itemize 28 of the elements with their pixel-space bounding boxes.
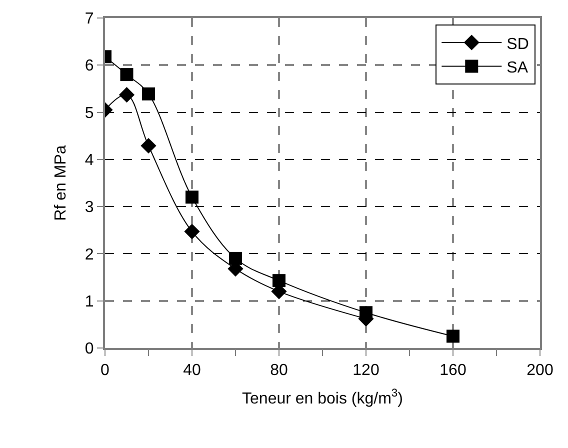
y-tick-label: 5 [84,104,94,122]
legend-label: SA [506,60,528,77]
point [186,190,198,204]
point [229,252,242,265]
y-tick-label: 1 [84,293,94,310]
y-tick-label: 6 [84,58,94,75]
y-tick-label: 4 [84,152,94,170]
point [118,87,135,103]
y-tick-label: 0 [84,340,94,358]
point [140,138,156,154]
y-tick-label: 7 [84,10,94,28]
x-tick-label: 200 [526,362,554,380]
legend-label: SD [506,36,529,53]
point [120,68,134,82]
y-tick-label: 2 [84,246,94,264]
x-tick-label: 40 [183,362,201,380]
y-tick-label: 3 [84,199,94,216]
x-tick-label: 160 [440,362,466,380]
point [360,306,372,320]
x-axis-title: Teneur en bois (kg/m$^{3}$) [242,388,403,408]
point [446,330,460,343]
point [142,87,155,100]
y-axis-title: Rf en MPa [52,145,70,221]
point [184,224,200,240]
x-tick-label: 120 [352,362,380,380]
point [272,274,286,288]
x-tick-label: 0 [100,362,110,380]
x-tick-label: 80 [270,362,288,380]
